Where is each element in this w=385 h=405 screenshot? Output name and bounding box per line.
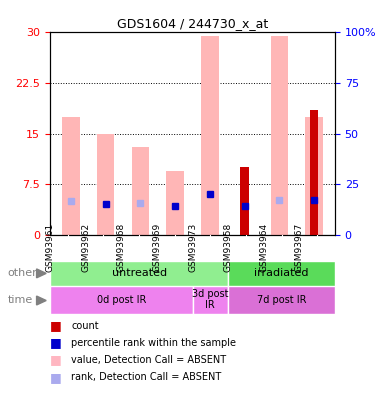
Title: GDS1604 / 244730_x_at: GDS1604 / 244730_x_at	[117, 17, 268, 30]
Text: ■: ■	[50, 320, 62, 333]
Bar	[50, 235, 335, 269]
Text: count: count	[71, 321, 99, 331]
Text: irradiated: irradiated	[254, 269, 309, 278]
Text: 3d post
IR: 3d post IR	[192, 289, 229, 311]
Text: time: time	[8, 295, 33, 305]
Bar	[310, 110, 318, 235]
FancyBboxPatch shape	[50, 286, 192, 314]
Text: GSM93964: GSM93964	[259, 223, 268, 272]
Polygon shape	[37, 269, 46, 278]
Bar	[240, 167, 249, 235]
FancyBboxPatch shape	[228, 286, 335, 314]
Text: ■: ■	[50, 371, 62, 384]
Text: GSM93961: GSM93961	[45, 223, 55, 272]
Text: 7d post IR: 7d post IR	[257, 295, 306, 305]
Text: ■: ■	[50, 337, 62, 350]
Text: other: other	[8, 269, 37, 278]
Text: rank, Detection Call = ABSENT: rank, Detection Call = ABSENT	[71, 372, 221, 382]
Text: ■: ■	[50, 354, 62, 367]
Text: GSM93973: GSM93973	[188, 223, 197, 272]
FancyBboxPatch shape	[50, 261, 228, 286]
Bar	[62, 117, 80, 235]
Bar	[201, 36, 219, 235]
Text: GSM93958: GSM93958	[224, 223, 233, 272]
Text: GSM93968: GSM93968	[117, 223, 126, 272]
Text: value, Detection Call = ABSENT: value, Detection Call = ABSENT	[71, 355, 226, 365]
Text: GSM93962: GSM93962	[81, 223, 90, 272]
Bar	[97, 134, 114, 235]
Text: percentile rank within the sample: percentile rank within the sample	[71, 338, 236, 348]
Bar	[166, 171, 184, 235]
Bar	[132, 147, 149, 235]
Text: untreated: untreated	[112, 269, 167, 278]
FancyBboxPatch shape	[192, 286, 228, 314]
Bar	[305, 117, 323, 235]
Text: GSM93967: GSM93967	[295, 223, 304, 272]
Polygon shape	[37, 296, 46, 305]
Bar	[271, 36, 288, 235]
Text: 0d post IR: 0d post IR	[97, 295, 146, 305]
Text: GSM93969: GSM93969	[152, 223, 161, 272]
FancyBboxPatch shape	[228, 261, 335, 286]
